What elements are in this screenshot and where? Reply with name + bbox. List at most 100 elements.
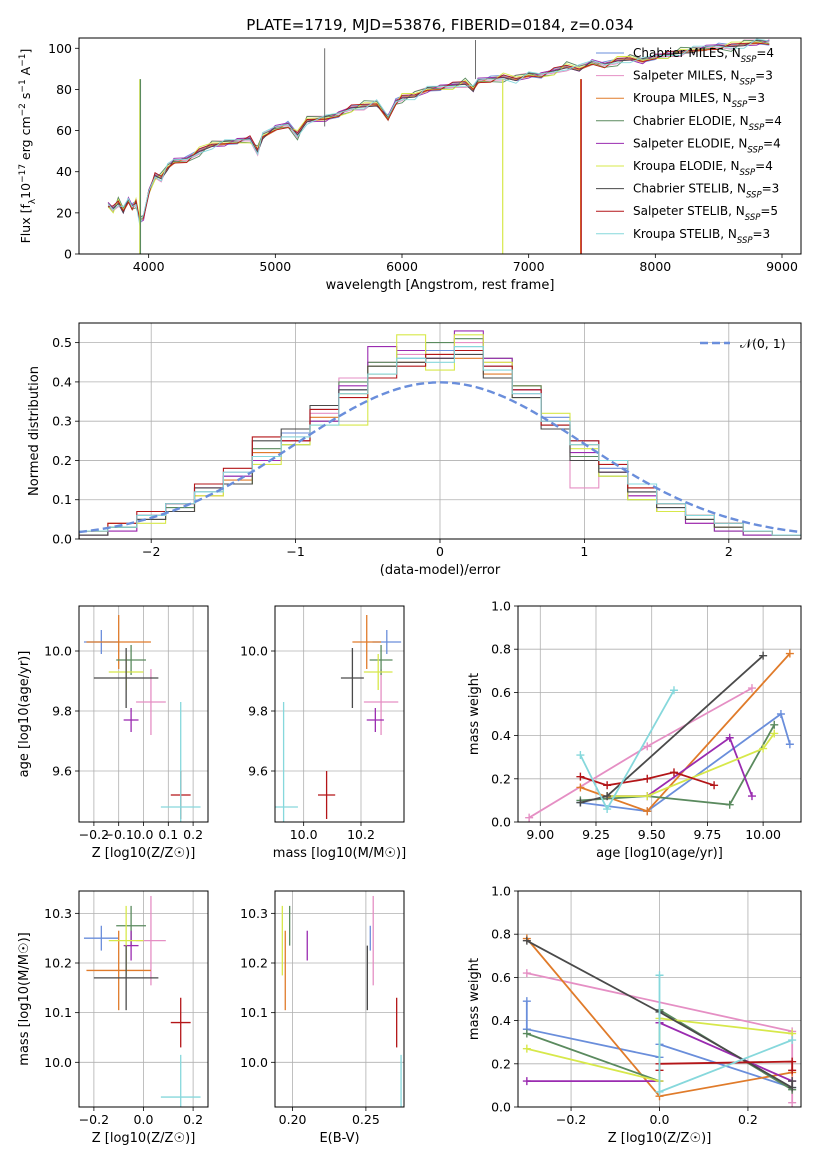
spectrum-y-tick-label: 60 <box>56 123 72 138</box>
weight-point-marker <box>522 1077 531 1086</box>
weight-point-marker <box>770 720 779 729</box>
weight-z-y-tick-label: 0.2 <box>491 1056 511 1071</box>
weight-point-marker <box>788 1077 797 1086</box>
weight-point-marker <box>576 772 585 781</box>
mass-ebv-plot-area <box>281 895 402 1107</box>
age-mass-frame <box>274 605 405 823</box>
weight-point-marker <box>669 768 678 777</box>
residuals-y-tick-label: 0.1 <box>52 492 72 507</box>
weight-age-panel: 9.00 9.25 9.50 9.75 10.00 0.0 0.2 0.4 0.6 0.8 1.0 a… <box>467 599 802 861</box>
weight-z-x-tick-label: 0.2 <box>738 1112 758 1127</box>
weight-age-y-tick-label: 1.0 <box>491 599 511 614</box>
weight-point-marker <box>725 733 734 742</box>
residuals-x-tick-label: −1 <box>286 544 304 559</box>
spectrum-series-line <box>107 38 770 227</box>
mass-z-panel: −0.2 0.0 0.2 10.0 10.1 10.2 10.3 Z [log10(Z/Z☉)… <box>17 890 209 1146</box>
weight-point-marker <box>788 1066 797 1075</box>
normal-curve <box>79 381 801 534</box>
legend-entry: Chabrier STELIB, NSSP=3 <box>633 182 779 201</box>
residuals-y-tick-label: 0.5 <box>52 335 72 350</box>
weight-z-y-tick-label: 0.4 <box>491 1013 511 1028</box>
age-mass-x-tick-label: 10.2 <box>347 827 375 842</box>
residuals-x-tick-label: 0 <box>436 544 444 559</box>
weight-z-y-tick-label: 0.0 <box>491 1100 511 1115</box>
weight-point-marker <box>522 936 531 945</box>
age-z-x-axis-label: Z [log10(Z/Z☉)] <box>92 846 196 861</box>
weight-point-marker <box>770 729 779 738</box>
spectrum-y-tick-label: 100 <box>48 41 72 56</box>
weight-age-x-tick-label: 9.00 <box>526 827 554 842</box>
normal-legend-label: 𝒩(0, 1) <box>740 336 786 351</box>
mass-ebv-y-tick-label: 10.1 <box>240 1005 268 1020</box>
mass-ebv-grid <box>275 891 404 1107</box>
spectrum-plot-area <box>107 38 770 254</box>
weight-point-marker <box>788 1036 797 1045</box>
spectrum-x-axis-label: wavelength [Angstrom, rest frame] <box>326 278 555 293</box>
weight-point-marker <box>525 813 534 822</box>
weight-point-marker <box>643 807 652 816</box>
weight-point-marker <box>710 781 719 790</box>
weight-point-marker <box>603 781 612 790</box>
age-mass-y-tick-label: 9.6 <box>248 764 268 779</box>
mass-z-y-tick-label: 10.0 <box>44 1055 72 1070</box>
mass-ebv-y-tick-label: 10.2 <box>240 956 268 971</box>
weight-z-y-axis-label: mass weight <box>467 958 482 1040</box>
residuals-x-tick-label: 1 <box>580 544 588 559</box>
weight-point-marker <box>788 1098 797 1107</box>
age-z-panel: −0.2−0.1 0.0 0.1 0.2 9.6 9.8 10.0 Z [log10(Z/Z☉… <box>17 605 209 861</box>
weight-point-marker <box>643 742 652 751</box>
residuals-x-tick-label: −2 <box>142 544 160 559</box>
histogram-series <box>79 346 801 539</box>
spectrum-y-tick-label: 0 <box>64 247 72 262</box>
weight-point-marker <box>655 1087 664 1096</box>
mass-ebv-x-axis-label: E(B-V) <box>319 1131 359 1146</box>
weight-age-frame <box>517 605 802 823</box>
weight-point-marker <box>669 686 678 695</box>
age-mass-x-tick-label: 10.0 <box>290 827 318 842</box>
weight-point-marker <box>759 744 768 753</box>
residuals-y-tick-label: 0.2 <box>52 453 72 468</box>
age-z-x-tick-label: −0.1 <box>104 827 134 842</box>
legend-entry: Kroupa STELIB, NSSP=3 <box>633 227 770 246</box>
weight-point-marker <box>643 774 652 783</box>
age-mass-plot-area <box>275 615 402 822</box>
mass-z-x-tick-label: 0.2 <box>183 1112 203 1127</box>
weight-z-x-axis-label: Z [log10(Z/Z☉)] <box>608 1131 712 1146</box>
legend-entry: Chabrier MILES, NSSP=4 <box>633 46 774 65</box>
mass-z-x-tick-label: 0.0 <box>134 1112 154 1127</box>
spectrum-y-tick-label: 80 <box>56 82 72 97</box>
age-z-x-tick-label: 0.0 <box>134 827 154 842</box>
legend-entry: Salpeter ELODIE, NSSP=4 <box>633 136 781 155</box>
weight-point-marker <box>576 751 585 760</box>
legend-entry: Kroupa ELODIE, NSSP=4 <box>633 159 773 178</box>
weight-series-line <box>607 732 776 797</box>
mass-z-x-axis-label: Z [log10(Z/Z☉)] <box>92 1131 196 1146</box>
weight-z-x-tick-label: 0.0 <box>650 1112 670 1127</box>
weight-point-marker <box>759 651 768 660</box>
age-z-y-axis-label: age [log10(age/yr)] <box>17 651 32 778</box>
weight-point-marker <box>747 684 756 693</box>
weight-point-marker <box>522 1044 531 1053</box>
mass-z-x-tick-label: −0.2 <box>79 1112 109 1127</box>
weight-z-y-tick-label: 0.8 <box>491 927 511 942</box>
weight-point-marker <box>776 710 785 718</box>
residuals-plot-area <box>79 330 801 539</box>
residuals-panel: −2 −1 0 1 2 0.0 0.1 0.2 0.3 0.4 0.5 (data-model)/er… <box>27 322 802 578</box>
weight-z-frame <box>517 890 802 1108</box>
mass-z-y-tick-label: 10.3 <box>44 906 72 921</box>
weight-z-panel: −0.2 0.0 0.2 0.0 0.2 0.4 0.6 0.8 1.0 Z [log10(Z/Z… <box>467 884 802 1146</box>
legend-entry: Salpeter STELIB, NSSP=5 <box>633 204 778 223</box>
weight-age-x-tick-label: 10.00 <box>745 827 781 842</box>
residuals-y-tick-label: 0.4 <box>52 374 72 389</box>
weight-age-x-tick-label: 9.75 <box>693 827 721 842</box>
weight-point-marker <box>747 792 756 801</box>
spectrum-frame <box>78 37 802 255</box>
weight-point-marker <box>603 792 612 801</box>
age-z-y-tick-label: 9.6 <box>52 764 72 779</box>
weight-z-plot-area <box>522 934 797 1107</box>
spectrum-y-tick-label: 20 <box>56 205 72 220</box>
figure-title: PLATE=1719, MJD=53876, FIBERID=0184, z=0… <box>246 16 633 34</box>
mass-z-plot-area <box>83 895 201 1107</box>
age-mass-panel: 10.0 10.2 9.6 9.8 10.0 mass [log10(M/M☉)] <box>240 605 406 861</box>
